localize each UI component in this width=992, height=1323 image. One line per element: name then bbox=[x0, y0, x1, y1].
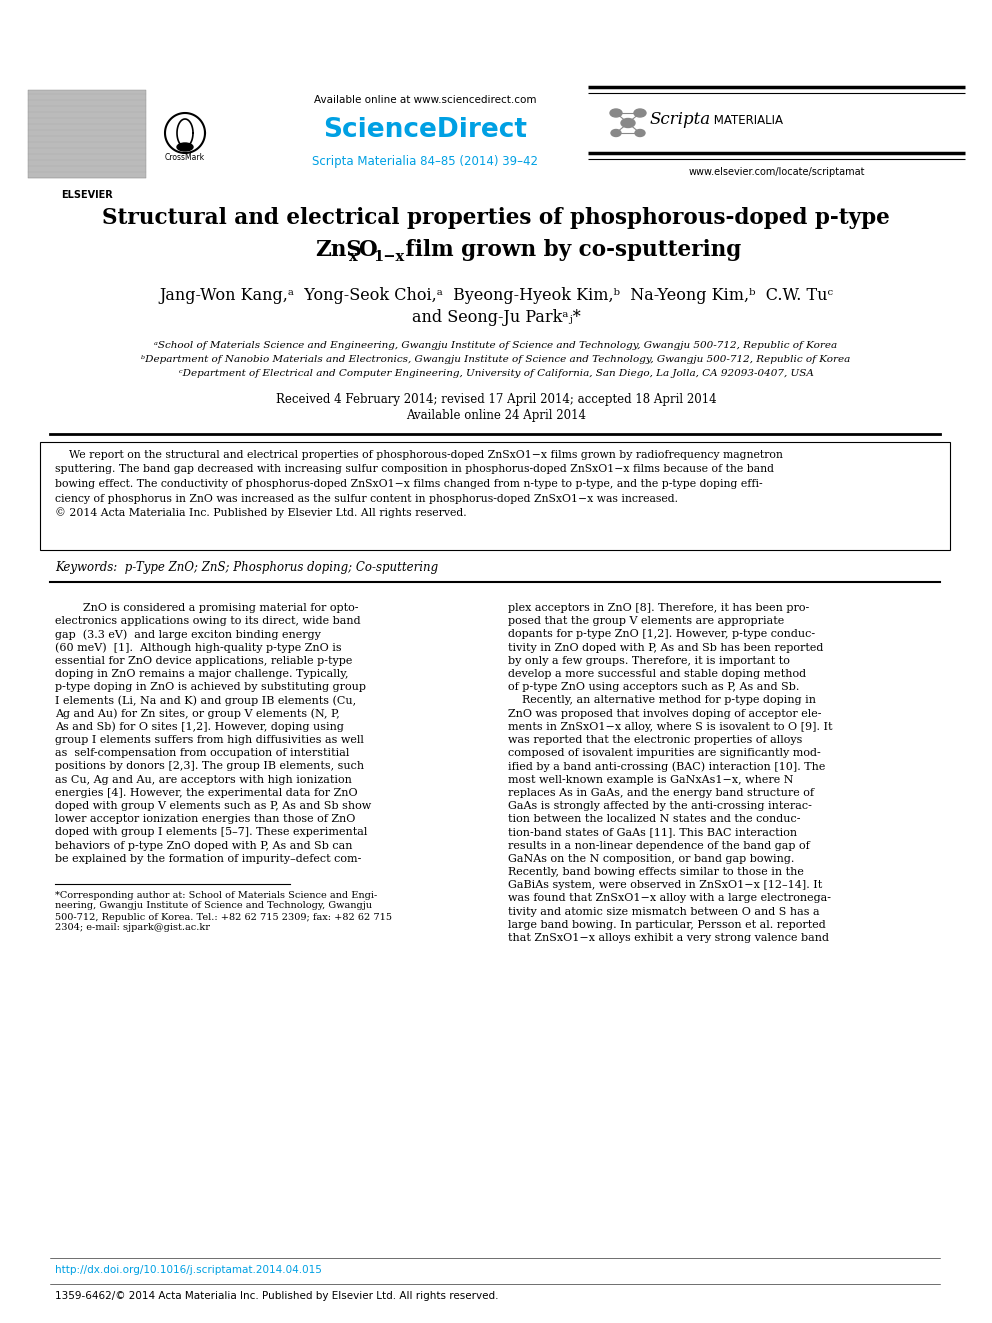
Text: positions by donors [2,3]. The group IB elements, such: positions by donors [2,3]. The group IB … bbox=[55, 762, 364, 771]
Text: ments in ZnSxO1−x alloy, where S is isovalent to O [9]. It: ments in ZnSxO1−x alloy, where S is isov… bbox=[508, 722, 832, 732]
Text: sputtering. The band gap decreased with increasing sulfur composition in phospho: sputtering. The band gap decreased with … bbox=[55, 464, 774, 475]
Text: composed of isovalent impurities are significantly mod-: composed of isovalent impurities are sig… bbox=[508, 749, 820, 758]
Text: As and Sb) for O sites [1,2]. However, doping using: As and Sb) for O sites [1,2]. However, d… bbox=[55, 721, 344, 732]
Ellipse shape bbox=[634, 108, 646, 116]
Text: ᵇDepartment of Nanobio Materials and Electronics, Gwangju Institute of Science a: ᵇDepartment of Nanobio Materials and Ele… bbox=[142, 356, 850, 365]
Text: 500-712, Republic of Korea. Tel.: +82 62 715 2309; fax: +82 62 715: 500-712, Republic of Korea. Tel.: +82 62… bbox=[55, 913, 392, 922]
Text: Recently, an alternative method for p-type doping in: Recently, an alternative method for p-ty… bbox=[508, 696, 816, 705]
Text: Scripta Materialia 84–85 (2014) 39–42: Scripta Materialia 84–85 (2014) 39–42 bbox=[312, 156, 538, 168]
Text: dopants for p-type ZnO [1,2]. However, p-type conduc-: dopants for p-type ZnO [1,2]. However, p… bbox=[508, 630, 815, 639]
Text: Jang-Won Kang,ᵃ  Yong-Seok Choi,ᵃ  Byeong-Hyeok Kim,ᵇ  Na-Yeong Kim,ᵇ  C.W. Tuᶜ: Jang-Won Kang,ᵃ Yong-Seok Choi,ᵃ Byeong-… bbox=[159, 287, 833, 304]
Text: as  self-compensation from occupation of interstitial: as self-compensation from occupation of … bbox=[55, 749, 349, 758]
Text: We report on the structural and electrical properties of phosphorous-doped ZnSxO: We report on the structural and electric… bbox=[55, 450, 783, 460]
Text: develop a more successful and stable doping method: develop a more successful and stable dop… bbox=[508, 669, 806, 679]
Text: Scripta: Scripta bbox=[650, 111, 711, 128]
Text: Recently, band bowing effects similar to those in the: Recently, band bowing effects similar to… bbox=[508, 867, 804, 877]
Text: as Cu, Ag and Au, are acceptors with high ionization: as Cu, Ag and Au, are acceptors with hig… bbox=[55, 774, 352, 785]
Ellipse shape bbox=[621, 119, 635, 127]
Text: lower acceptor ionization energies than those of ZnO: lower acceptor ionization energies than … bbox=[55, 814, 355, 824]
Ellipse shape bbox=[635, 130, 645, 136]
Text: posed that the group V elements are appropriate: posed that the group V elements are appr… bbox=[508, 617, 785, 626]
Text: neering, Gwangju Institute of Science and Technology, Gwangju: neering, Gwangju Institute of Science an… bbox=[55, 901, 372, 910]
Text: of p-type ZnO using acceptors such as P, As and Sb.: of p-type ZnO using acceptors such as P,… bbox=[508, 683, 800, 692]
Text: Ag and Au) for Zn sites, or group V elements (N, P,: Ag and Au) for Zn sites, or group V elem… bbox=[55, 708, 339, 718]
Text: that ZnSxO1−x alloys exhibit a very strong valence band: that ZnSxO1−x alloys exhibit a very stro… bbox=[508, 933, 829, 943]
Text: was found that ZnSxO1−x alloy with a large electronega-: was found that ZnSxO1−x alloy with a lar… bbox=[508, 893, 831, 904]
Text: ELSEVIER: ELSEVIER bbox=[62, 191, 113, 200]
Text: bowing effect. The conductivity of phosphorus-doped ZnSxO1−x films changed from : bowing effect. The conductivity of phosp… bbox=[55, 479, 763, 490]
Text: GaBiAs system, were observed in ZnSxO1−x [12–14]. It: GaBiAs system, were observed in ZnSxO1−x… bbox=[508, 880, 822, 890]
Text: I elements (Li, Na and K) and group IB elements (Cu,: I elements (Li, Na and K) and group IB e… bbox=[55, 695, 356, 705]
Text: behaviors of p-type ZnO doped with P, As and Sb can: behaviors of p-type ZnO doped with P, As… bbox=[55, 840, 352, 851]
Text: group I elements suffers from high diffusivities as well: group I elements suffers from high diffu… bbox=[55, 736, 364, 745]
Text: http://dx.doi.org/10.1016/j.scriptamat.2014.04.015: http://dx.doi.org/10.1016/j.scriptamat.2… bbox=[55, 1265, 321, 1275]
Text: be explained by the formation of impurity–defect com-: be explained by the formation of impurit… bbox=[55, 853, 361, 864]
Text: film grown by co-sputtering: film grown by co-sputtering bbox=[398, 239, 741, 261]
Text: essential for ZnO device applications, reliable p-type: essential for ZnO device applications, r… bbox=[55, 656, 352, 665]
Text: doping in ZnO remains a major challenge. Typically,: doping in ZnO remains a major challenge.… bbox=[55, 669, 348, 679]
Text: Structural and electrical properties of phosphorous-doped p-type: Structural and electrical properties of … bbox=[102, 206, 890, 229]
Text: Received 4 February 2014; revised 17 April 2014; accepted 18 April 2014: Received 4 February 2014; revised 17 Apr… bbox=[276, 393, 716, 406]
Text: GaAs is strongly affected by the anti-crossing interac-: GaAs is strongly affected by the anti-cr… bbox=[508, 800, 811, 811]
Text: ᵃSchool of Materials Science and Engineering, Gwangju Institute of Science and T: ᵃSchool of Materials Science and Enginee… bbox=[155, 341, 837, 351]
Text: Keywords:  p-Type ZnO; ZnS; Phosphorus doping; Co-sputtering: Keywords: p-Type ZnO; ZnS; Phosphorus do… bbox=[55, 561, 438, 574]
Text: p-type doping in ZnO is achieved by substituting group: p-type doping in ZnO is achieved by subs… bbox=[55, 683, 366, 692]
Text: replaces As in GaAs, and the energy band structure of: replaces As in GaAs, and the energy band… bbox=[508, 787, 814, 798]
Ellipse shape bbox=[610, 108, 622, 116]
Text: x: x bbox=[349, 250, 358, 265]
Text: by only a few groups. Therefore, it is important to: by only a few groups. Therefore, it is i… bbox=[508, 656, 790, 665]
Text: CrossMark: CrossMark bbox=[165, 153, 205, 163]
Text: MATERIALIA: MATERIALIA bbox=[710, 114, 783, 127]
Text: electronics applications owing to its direct, wide band: electronics applications owing to its di… bbox=[55, 617, 361, 626]
Text: 1−x: 1−x bbox=[373, 250, 405, 265]
Text: 1359-6462/© 2014 Acta Materialia Inc. Published by Elsevier Ltd. All rights rese: 1359-6462/© 2014 Acta Materialia Inc. Pu… bbox=[55, 1291, 499, 1301]
Ellipse shape bbox=[611, 130, 621, 136]
Text: was reported that the electronic properties of alloys: was reported that the electronic propert… bbox=[508, 736, 803, 745]
Text: tion between the localized N states and the conduc-: tion between the localized N states and … bbox=[508, 814, 801, 824]
Text: (60 meV)  [1].  Although high-quality p-type ZnO is: (60 meV) [1]. Although high-quality p-ty… bbox=[55, 643, 341, 652]
Text: tivity and atomic size mismatch between O and S has a: tivity and atomic size mismatch between … bbox=[508, 906, 819, 917]
Text: doped with group I elements [5–7]. These experimental: doped with group I elements [5–7]. These… bbox=[55, 827, 367, 837]
Bar bbox=[40, 442, 950, 550]
Text: GaNAs on the N composition, or band gap bowing.: GaNAs on the N composition, or band gap … bbox=[508, 853, 795, 864]
Text: gap  (3.3 eV)  and large exciton binding energy: gap (3.3 eV) and large exciton binding e… bbox=[55, 630, 320, 640]
Text: results in a non-linear dependence of the band gap of: results in a non-linear dependence of th… bbox=[508, 840, 809, 851]
Text: ciency of phosphorus in ZnO was increased as the sulfur content in phosphorus-do: ciency of phosphorus in ZnO was increase… bbox=[55, 493, 678, 504]
Text: *Corresponding author at: School of Materials Science and Engi-: *Corresponding author at: School of Mate… bbox=[55, 890, 377, 900]
Text: energies [4]. However, the experimental data for ZnO: energies [4]. However, the experimental … bbox=[55, 787, 358, 798]
Text: ZnS: ZnS bbox=[315, 239, 362, 261]
Text: ZnO is considered a promising material for opto-: ZnO is considered a promising material f… bbox=[55, 603, 358, 613]
Text: www.elsevier.com/locate/scriptamat: www.elsevier.com/locate/scriptamat bbox=[688, 167, 865, 177]
Text: tivity in ZnO doped with P, As and Sb has been reported: tivity in ZnO doped with P, As and Sb ha… bbox=[508, 643, 823, 652]
Text: plex acceptors in ZnO [8]. Therefore, it has been pro-: plex acceptors in ZnO [8]. Therefore, it… bbox=[508, 603, 809, 613]
Text: tion-band states of GaAs [11]. This BAC interaction: tion-band states of GaAs [11]. This BAC … bbox=[508, 827, 798, 837]
Text: doped with group V elements such as P, As and Sb show: doped with group V elements such as P, A… bbox=[55, 800, 371, 811]
Text: Available online 24 April 2014: Available online 24 April 2014 bbox=[406, 409, 586, 422]
Text: ScienceDirect: ScienceDirect bbox=[323, 116, 527, 143]
Text: © 2014 Acta Materialia Inc. Published by Elsevier Ltd. All rights reserved.: © 2014 Acta Materialia Inc. Published by… bbox=[55, 508, 466, 519]
Text: ified by a band anti-crossing (BAC) interaction [10]. The: ified by a band anti-crossing (BAC) inte… bbox=[508, 761, 825, 771]
Text: large band bowing. In particular, Persson et al. reported: large band bowing. In particular, Persso… bbox=[508, 919, 825, 930]
Text: O: O bbox=[358, 239, 377, 261]
Bar bbox=[28, 90, 146, 179]
Text: 2304; e-mail: sjpark@gist.ac.kr: 2304; e-mail: sjpark@gist.ac.kr bbox=[55, 923, 210, 933]
Text: most well-known example is GaNxAs1−x, where N: most well-known example is GaNxAs1−x, wh… bbox=[508, 774, 794, 785]
Text: Available online at www.sciencedirect.com: Available online at www.sciencedirect.co… bbox=[313, 95, 537, 105]
Text: ZnO was proposed that involves doping of acceptor ele-: ZnO was proposed that involves doping of… bbox=[508, 709, 821, 718]
Ellipse shape bbox=[177, 143, 193, 151]
Text: ᶜDepartment of Electrical and Computer Engineering, University of California, Sa: ᶜDepartment of Electrical and Computer E… bbox=[179, 369, 813, 378]
Text: and Seong-Ju Parkᵃⱼ*: and Seong-Ju Parkᵃⱼ* bbox=[412, 308, 580, 325]
